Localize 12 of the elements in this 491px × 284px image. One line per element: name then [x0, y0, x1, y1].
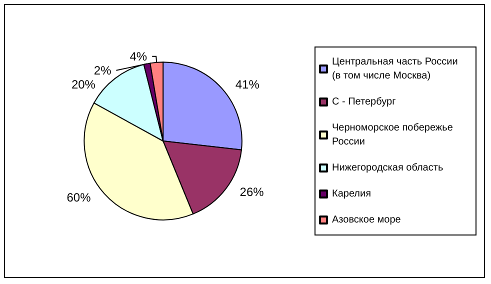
- legend-label: С - Петербург: [332, 96, 396, 108]
- legend-label: Азовское море: [332, 214, 402, 226]
- data-label: 20%: [71, 77, 96, 92]
- data-label: 41%: [235, 77, 260, 92]
- data-label: 2%: [94, 63, 112, 78]
- legend-label: Карелия: [332, 188, 372, 200]
- data-label: 26%: [240, 185, 264, 200]
- data-label: 60%: [66, 190, 92, 205]
- data-label: 4%: [130, 49, 148, 64]
- legend-label: Черноморское побережье России: [332, 122, 454, 148]
- legend-label: Нижегородская область: [332, 162, 444, 174]
- legend-label: Центральная часть России (в том числе Москва): [332, 56, 458, 82]
